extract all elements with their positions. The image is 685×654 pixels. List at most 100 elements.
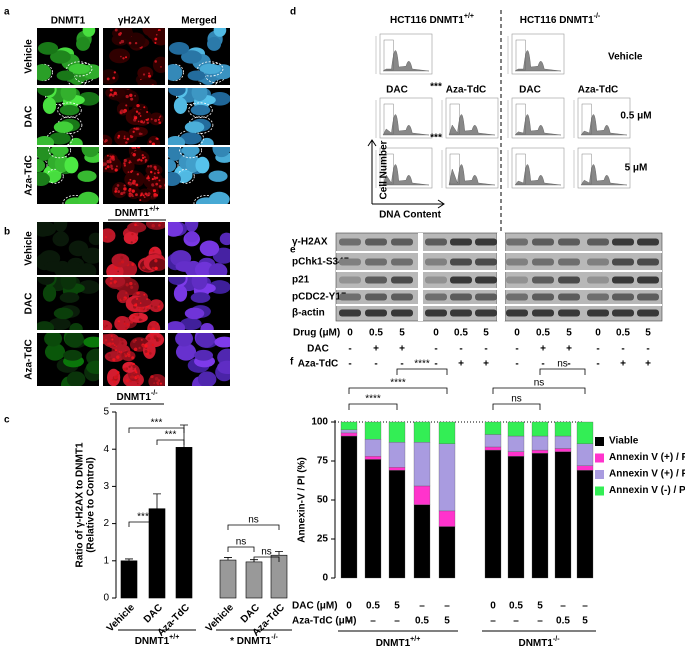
foci	[111, 155, 115, 159]
foci	[120, 296, 124, 301]
bar-segment	[484, 421, 502, 435]
foci	[111, 94, 115, 97]
condition-value: +	[458, 359, 464, 370]
significance-label: ****	[390, 378, 406, 389]
cell	[137, 66, 154, 80]
foci	[134, 41, 138, 45]
y-axis-label: Ratio of γ-H2AX to DNMT1	[75, 442, 86, 567]
bar-segment	[413, 442, 431, 487]
bar-segment	[554, 421, 572, 437]
foci	[139, 115, 142, 117]
column-header: γH2AX	[118, 16, 151, 27]
panel-label: f	[290, 357, 294, 368]
foci	[134, 283, 137, 286]
blot	[504, 232, 663, 322]
cell	[59, 104, 80, 116]
band	[558, 309, 580, 317]
cell	[37, 321, 55, 330]
foci	[154, 259, 158, 263]
bar-segment	[484, 434, 502, 448]
cell	[86, 360, 99, 375]
foci	[103, 138, 104, 142]
foci	[131, 263, 135, 266]
group-label-base: DNMT1	[135, 636, 170, 647]
row-value: –	[537, 616, 543, 627]
caption-base: DNMT1	[115, 208, 150, 219]
foci	[151, 327, 156, 330]
foci	[146, 121, 150, 125]
caption-base: DNMT1	[116, 392, 151, 403]
condition-label: Aza-TdC	[298, 359, 339, 370]
significance-bracket	[396, 368, 448, 375]
foci	[158, 308, 162, 311]
error-bar	[153, 493, 161, 509]
foci	[128, 41, 132, 45]
group-label-sup: +/+	[169, 634, 179, 641]
panel-label: d	[290, 7, 296, 18]
foci	[116, 373, 119, 376]
foci	[128, 189, 131, 193]
foci	[120, 337, 124, 342]
foci	[129, 93, 133, 98]
micrograph	[103, 88, 165, 145]
foci	[136, 147, 141, 149]
foci	[118, 352, 120, 355]
foci	[130, 97, 134, 101]
band	[365, 238, 387, 246]
foci	[135, 371, 138, 374]
foci	[103, 323, 104, 327]
foci	[149, 85, 152, 88]
histogram	[580, 114, 628, 136]
band	[587, 276, 609, 284]
bar-segment	[531, 435, 549, 451]
row-label: DAC	[24, 106, 35, 128]
row-value: 0.5	[509, 601, 523, 612]
foci	[151, 266, 155, 270]
cell	[53, 222, 68, 233]
bar-segment	[576, 421, 594, 444]
foci	[132, 362, 135, 366]
row-value: 0	[490, 601, 496, 612]
foci	[151, 142, 156, 145]
condition-value: 5	[566, 328, 572, 339]
cell	[44, 343, 66, 361]
foci	[151, 224, 155, 228]
legend-label: Viable	[609, 436, 639, 447]
cell	[187, 70, 206, 81]
column-title-sup: +/+	[464, 13, 474, 20]
cell	[208, 263, 228, 275]
band	[532, 309, 554, 317]
foci	[132, 153, 136, 157]
row-label: Vehicle	[608, 52, 643, 63]
foci	[151, 183, 155, 187]
foci	[118, 261, 122, 265]
foci	[116, 355, 120, 359]
bar-segment	[438, 421, 456, 444]
significance-label: ***	[151, 418, 163, 429]
foci	[150, 170, 153, 174]
cell	[64, 333, 84, 348]
cell	[109, 48, 131, 64]
foci	[140, 307, 144, 311]
bar-segment	[438, 526, 456, 579]
band	[637, 258, 659, 266]
cell	[173, 285, 188, 302]
foci	[103, 162, 107, 166]
band	[587, 293, 609, 301]
cell	[199, 63, 221, 75]
condition-value: -	[541, 359, 544, 370]
foci	[137, 120, 140, 123]
foci	[103, 161, 104, 164]
foci	[122, 57, 125, 60]
foci	[142, 266, 146, 270]
foci	[135, 193, 138, 197]
cell	[37, 147, 52, 161]
bar-segment	[484, 446, 502, 451]
foci	[149, 352, 152, 355]
foci	[133, 347, 138, 351]
foci	[104, 140, 107, 143]
group-label-sup: -/-	[271, 634, 278, 641]
micrograph	[168, 28, 230, 85]
bar	[219, 559, 237, 599]
foci	[151, 84, 154, 85]
